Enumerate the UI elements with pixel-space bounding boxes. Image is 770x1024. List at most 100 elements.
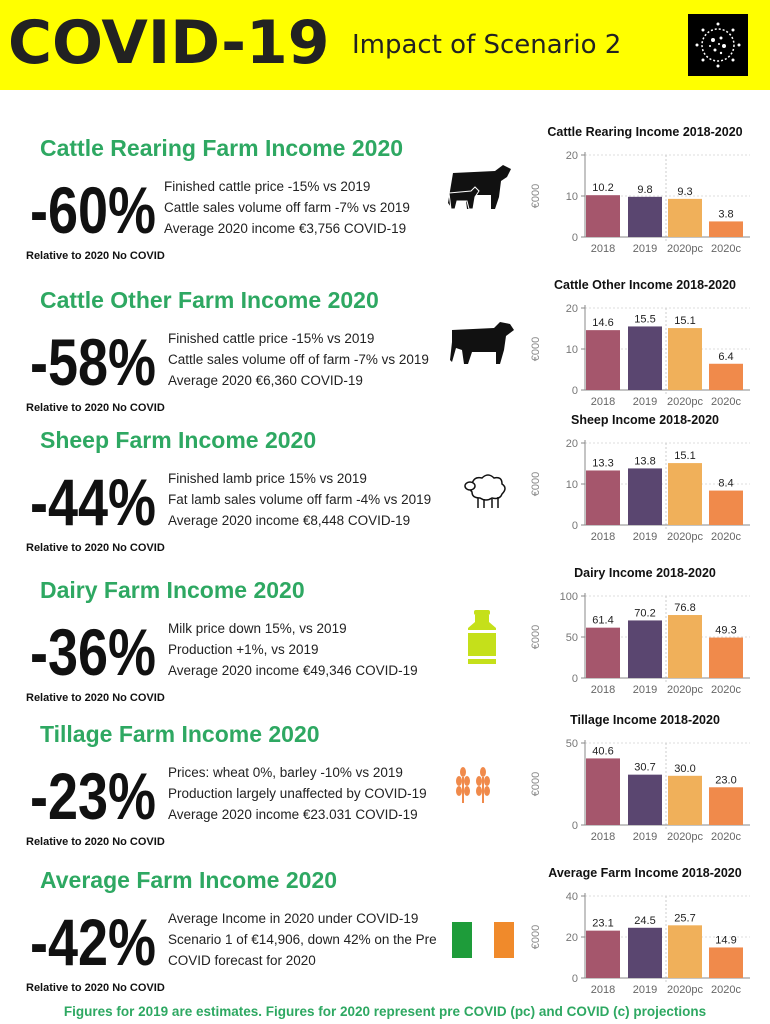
detail-line: Average Income in 2020 under COVID-19: [168, 911, 419, 926]
x-tick-label: 2018: [591, 531, 615, 543]
percent-change-graphic: -44%: [30, 465, 156, 539]
detail-line: Production largely unaffected by COVID-1…: [168, 786, 427, 801]
y-axis-label: €000: [530, 772, 542, 796]
bar-2020c: [709, 787, 743, 825]
y-tick-label: 0: [572, 973, 578, 985]
section-details: Finished lamb price 15% vs 2019 Fat lamb…: [168, 468, 431, 531]
x-tick-label: 2020pc: [667, 984, 704, 996]
bar-2018: [586, 195, 620, 237]
page-subtitle: Impact of Scenario 2: [352, 30, 622, 60]
y-tick-label: 0: [572, 385, 578, 397]
detail-line: Finished lamb price 15% vs 2019: [168, 471, 367, 486]
detail-line: Average 2020 income €8,448 COVID-19: [168, 513, 411, 528]
section-title: Tillage Farm Income 2020: [40, 721, 320, 747]
bar-value-label: 15.5: [634, 313, 655, 325]
header-banner: COVID-19 Impact of Scenario 2: [0, 0, 770, 90]
y-tick-label: 50: [566, 738, 578, 750]
bar-value-label: 14.6: [592, 317, 613, 329]
bar-value-label: 10.2: [592, 182, 613, 194]
bar-2020c: [709, 947, 743, 978]
chart-title: Sheep Income 2018-2020: [571, 413, 719, 427]
bar-2018: [586, 627, 620, 678]
wheat-icon: [450, 765, 500, 810]
bar-2020pc: [668, 328, 702, 390]
x-tick-label: 2018: [591, 243, 615, 255]
section-title: Dairy Farm Income 2020: [40, 577, 305, 603]
detail-line: Finished cattle price -15% vs 2019: [168, 331, 375, 346]
percent-change-graphic: -58%: [30, 325, 156, 399]
cattle-icon: [445, 163, 515, 218]
bar-value-label: 76.8: [674, 602, 695, 614]
bar-value-label: 15.1: [674, 315, 695, 327]
virus-icon: [688, 14, 748, 76]
page-title: COVID-19: [8, 8, 330, 78]
relative-note: Relative to 2020 No COVID: [26, 982, 165, 994]
y-axis-label: €000: [530, 625, 542, 649]
bar-value-label: 25.7: [674, 912, 695, 924]
section-details: Finished cattle price -15% vs 2019 Cattl…: [168, 328, 429, 391]
section-details: Average Income in 2020 under COVID-19 Sc…: [168, 908, 437, 971]
chart-svg: 0 10 20 €000 10.2 2018 9.8 2019 9.3 2020pc 3.8 2020…: [530, 150, 750, 255]
bar-value-label: 8.4: [718, 478, 733, 490]
percent-change: -42%: [30, 905, 156, 979]
footer-note: Figures for 2019 are estimates. Figures …: [63, 1004, 707, 1019]
x-tick-label: 2020pc: [667, 396, 704, 408]
bar-2019: [628, 326, 662, 390]
x-tick-label: 2018: [591, 984, 615, 996]
y-tick-label: 0: [572, 673, 578, 685]
bar-value-label: 24.5: [634, 915, 655, 927]
bar-2020pc: [668, 198, 702, 237]
x-tick-label: 2019: [633, 531, 657, 543]
detail-line: Milk price down 15%, vs 2019: [168, 621, 347, 636]
x-tick-label: 2019: [633, 984, 657, 996]
bar-2018: [586, 330, 620, 390]
relative-note: Relative to 2020 No COVID: [26, 250, 165, 262]
section-title: Cattle Other Farm Income 2020: [40, 287, 379, 313]
detail-line: Finished cattle price -15% vs 2019: [164, 179, 371, 194]
section-title: Sheep Farm Income 2020: [40, 427, 317, 453]
bar-value-label: 61.4: [592, 615, 613, 627]
y-tick-label: 0: [572, 232, 578, 244]
sheep-icon: [462, 470, 512, 515]
section-title: Cattle Rearing Farm Income 2020: [40, 135, 404, 161]
x-tick-label: 2020pc: [667, 684, 704, 696]
chart-title: Tillage Income 2018-2020: [570, 713, 720, 727]
detail-line: COVID forecast for 2020: [168, 953, 316, 968]
bar-value-label: 13.8: [634, 455, 655, 467]
irish-flag-icon: [450, 920, 520, 965]
bar-value-label: 15.1: [674, 450, 695, 462]
percent-change: -23%: [30, 759, 156, 833]
milk-churn-icon: [462, 608, 502, 673]
x-tick-label: 2020pc: [667, 531, 704, 543]
bar-2020c: [709, 221, 743, 237]
x-tick-label: 2020pc: [667, 831, 704, 843]
detail-line: Average 2020 income €49,346 COVID-19: [168, 663, 418, 678]
detail-line: Average 2020 €6,360 COVID-19: [168, 373, 363, 388]
percent-change-graphic: -42%: [30, 905, 156, 979]
bar-2018: [586, 470, 620, 525]
x-tick-label: 2019: [633, 243, 657, 255]
percent-change: -44%: [30, 465, 156, 539]
bar-2020pc: [668, 775, 702, 825]
income-chart: Cattle Rearing Income 2018-2020 0 10 20 €00…: [525, 125, 770, 265]
chart-title: Average Farm Income 2018-2020: [548, 866, 742, 880]
y-tick-label: 0: [572, 820, 578, 832]
bar-2020c: [709, 363, 743, 390]
relative-note: Relative to 2020 No COVID: [26, 542, 165, 554]
y-tick-label: 20: [566, 303, 578, 315]
chart-svg: 0 10 20 €000 14.6 2018 15.5 2019 15.1 2020pc 6.4 20…: [530, 303, 750, 408]
detail-line: Prices: wheat 0%, barley -10% vs 2019: [168, 765, 403, 780]
percent-change-graphic: -36%: [30, 615, 156, 689]
y-axis-label: €000: [530, 472, 542, 496]
bar-2020pc: [668, 615, 702, 678]
chart-title: Dairy Income 2018-2020: [574, 566, 716, 580]
bar-value-label: 23.0: [715, 774, 736, 786]
detail-line: Production +1%, vs 2019: [168, 642, 319, 657]
income-chart: Dairy Income 2018-2020 0 50 100 €000 61.4 201…: [525, 566, 770, 706]
bar-value-label: 14.9: [715, 934, 736, 946]
bar-value-label: 13.3: [592, 457, 613, 469]
x-tick-label: 2020c: [711, 396, 741, 408]
bar-2018: [586, 930, 620, 978]
bar-2020pc: [668, 925, 702, 978]
bar-2019: [628, 927, 662, 978]
